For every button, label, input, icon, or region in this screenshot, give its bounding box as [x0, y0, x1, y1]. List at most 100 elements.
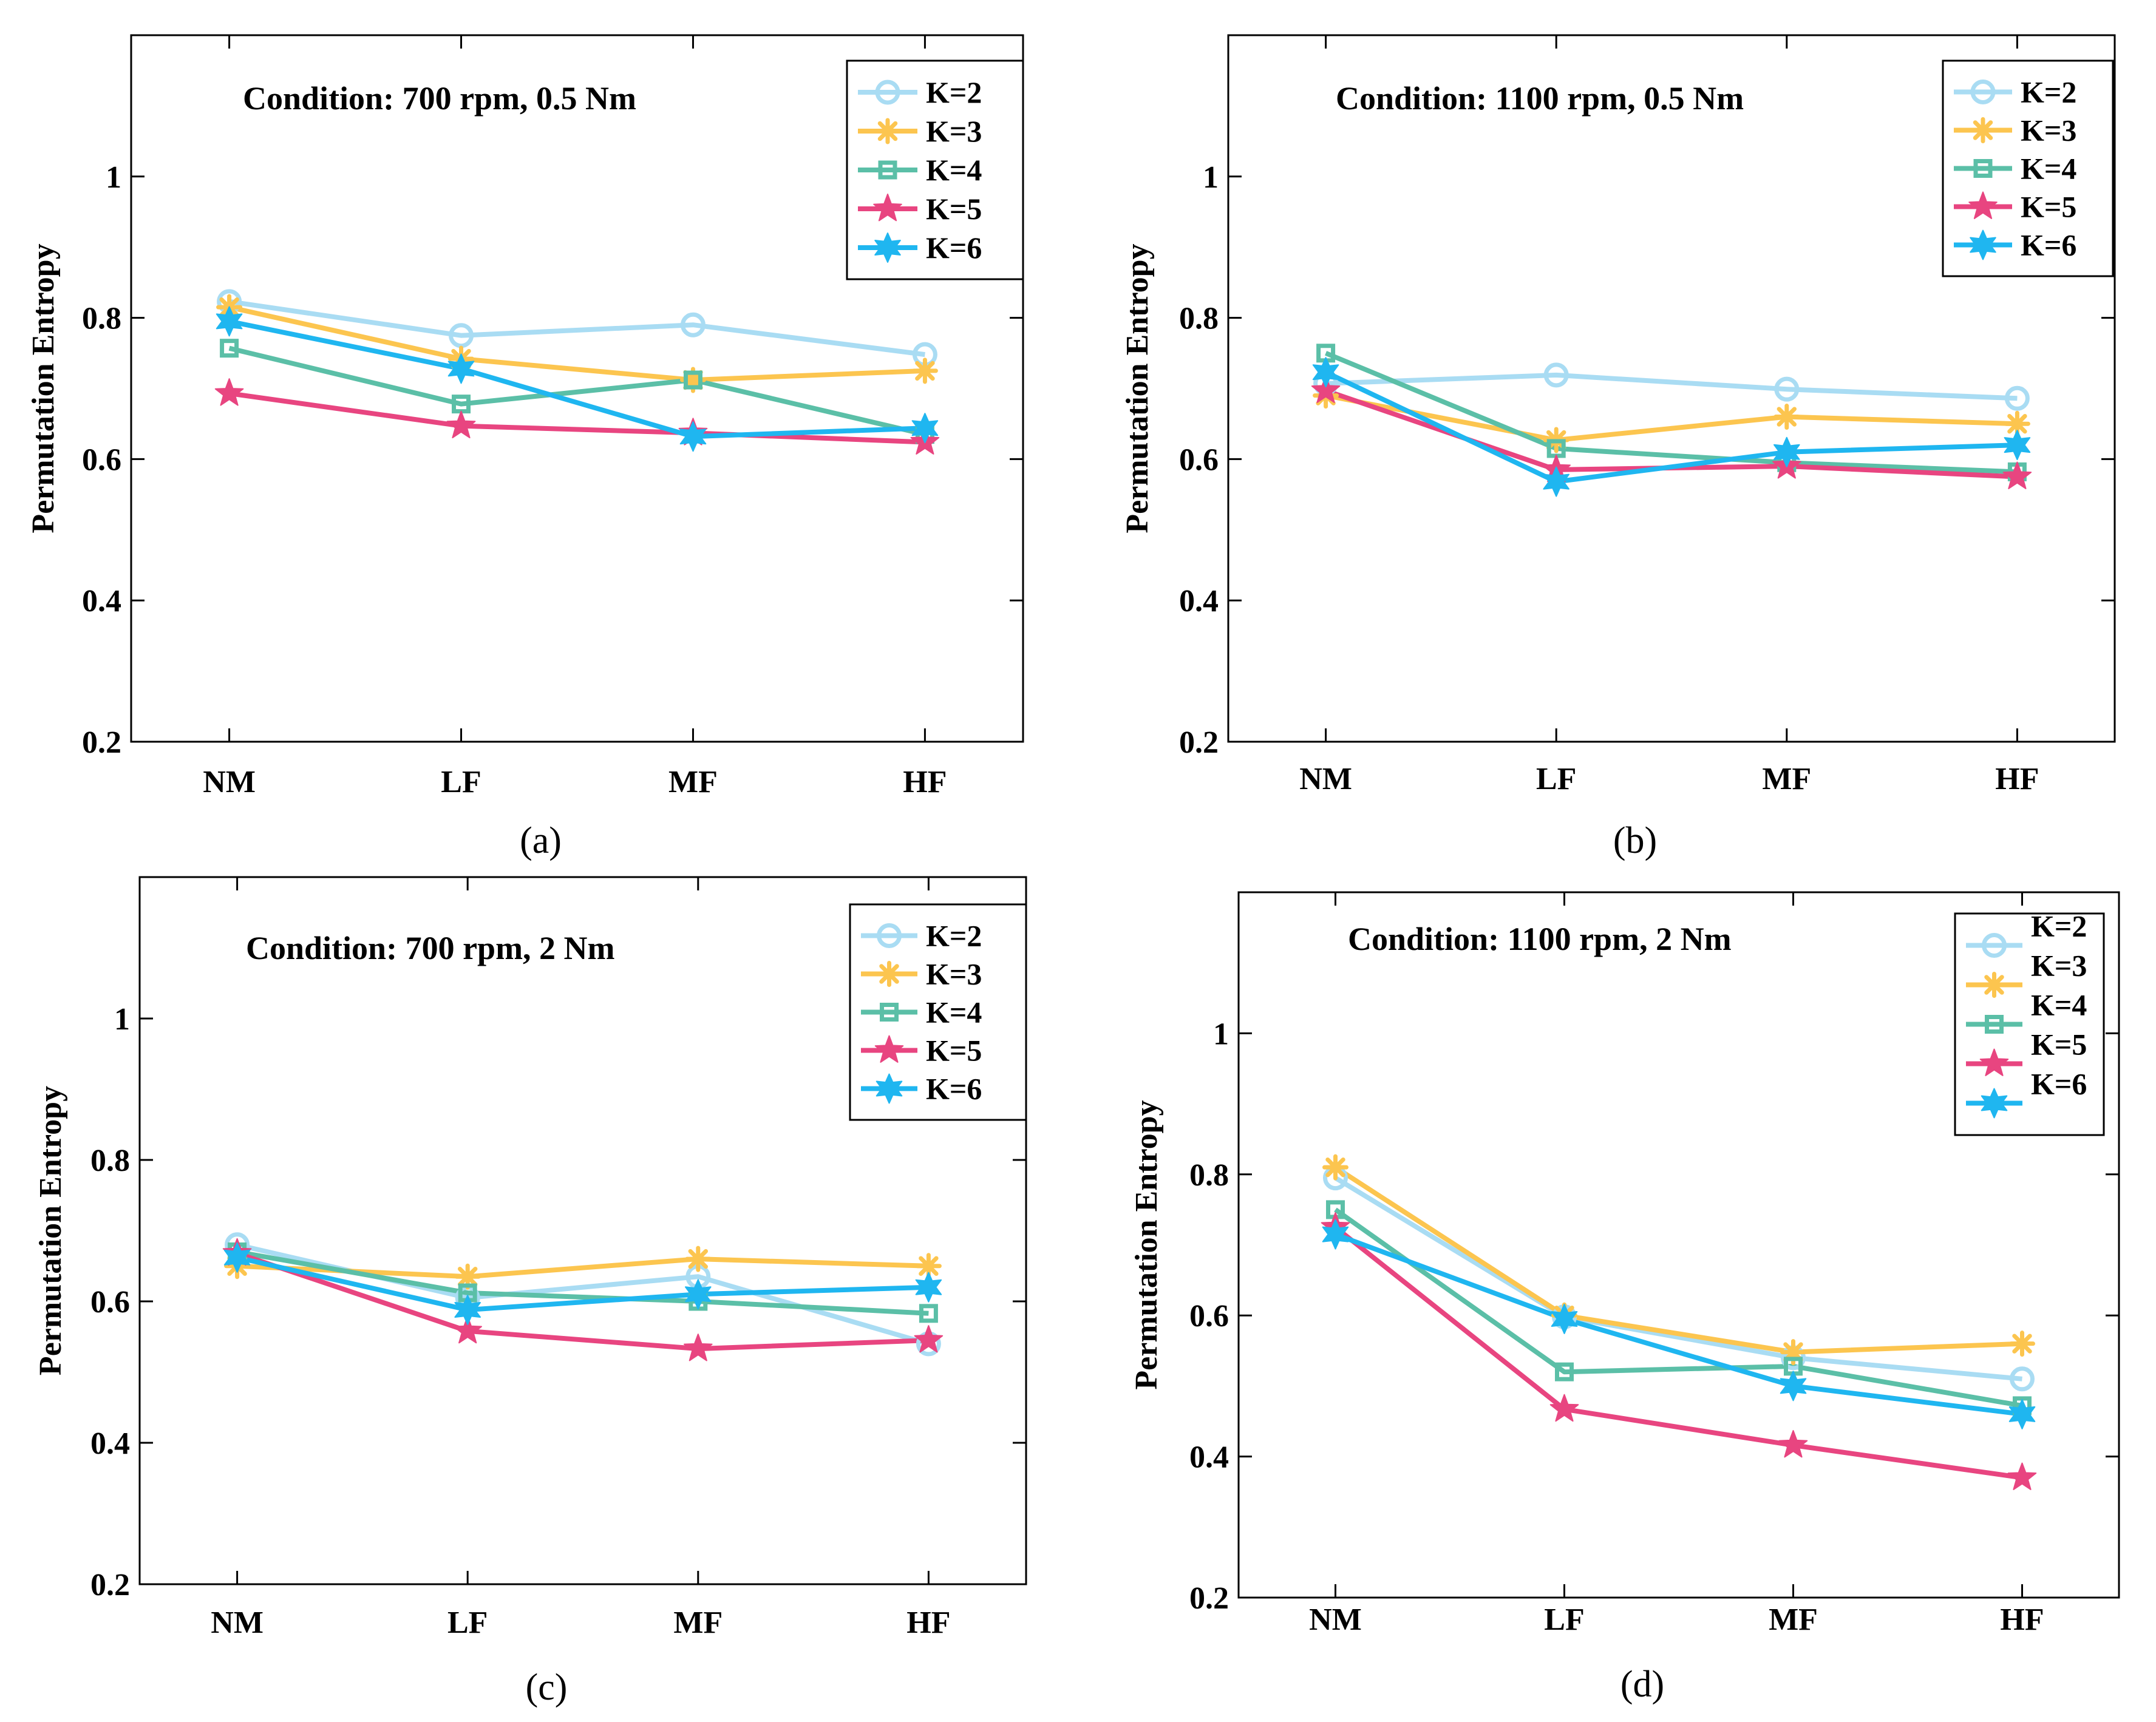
data-point	[1549, 1394, 1579, 1422]
legend-marker	[874, 232, 901, 263]
x-tick-label: HF	[1995, 762, 2039, 796]
legend-label: K=5	[926, 1034, 982, 1068]
series-line	[228, 345, 926, 437]
data-point	[680, 312, 706, 337]
legend: K=2 K=3 K=4 K=5 K=6	[1942, 59, 2114, 277]
series-line	[1335, 1232, 2022, 1417]
data-point	[1774, 376, 1800, 402]
panel-label: (d)	[1620, 1664, 1664, 1705]
chart-panel: 0.2 0.4 0.6 0.8 1 NM LF MF HF Permutation Entropy…	[1129, 891, 2120, 1705]
x-tick-label: LF	[441, 765, 481, 799]
y-tick-label: 1	[114, 1002, 130, 1037]
legend: K=2 K=3 K=4 K=5 K=6	[849, 903, 1027, 1121]
data-point	[2008, 1398, 2036, 1429]
series-line	[1334, 1165, 2022, 1355]
data-point	[1322, 1154, 1348, 1181]
series-line	[236, 1242, 930, 1346]
legend-label: K=5	[926, 192, 982, 226]
y-tick-label: 0.6	[1189, 1299, 1229, 1334]
data-point	[911, 413, 939, 444]
legend-marker	[874, 1035, 904, 1063]
data-point	[1543, 466, 1569, 497]
y-tick-label: 0.8	[1189, 1158, 1229, 1193]
legend-marker	[1979, 1048, 2009, 1076]
y-axis-title: Permutation Entropy	[26, 243, 61, 533]
legend-label: K=3	[926, 114, 982, 148]
data-point	[683, 370, 702, 390]
y-tick-label: 1	[106, 160, 121, 195]
series-line	[228, 319, 925, 439]
chart-panel: 0.2 0.4 0.6 0.8 1 NM LF MF HF Permutation Entropy…	[33, 876, 1027, 1708]
panel-label: (c)	[526, 1667, 568, 1708]
x-tick-label: HF	[903, 765, 947, 799]
data-point	[1780, 1339, 1806, 1366]
data-point	[1543, 362, 1569, 388]
legend-label: K=2	[926, 919, 982, 953]
x-tick-label: MF	[1762, 762, 1811, 796]
data-point	[1780, 1371, 1807, 1402]
data-point	[1555, 1362, 1574, 1381]
chart-title: Condition: 1100 rpm, 2 Nm	[1348, 921, 1732, 957]
y-tick-label: 0.6	[90, 1285, 130, 1320]
panel-label: (b)	[1613, 820, 1657, 861]
legend-marker	[880, 1003, 899, 1022]
series-line	[229, 299, 925, 358]
x-tick-label: LF	[1544, 1602, 1584, 1637]
data-point	[220, 339, 239, 358]
legend-marker	[1973, 159, 1993, 178]
series-line	[1324, 370, 2018, 484]
legend-label: K=3	[2021, 114, 2076, 147]
x-tick-label: LF	[447, 1605, 488, 1640]
plot-frame	[130, 34, 1024, 743]
series-line	[1325, 351, 2018, 475]
legend-label: K=5	[2031, 1028, 2087, 1062]
x-tick-label: NM	[1299, 762, 1352, 796]
panel-label: (a)	[520, 820, 562, 861]
y-tick-label: 0.2	[1189, 1581, 1229, 1616]
y-axis-title: Permutation Entropy	[1129, 1100, 1164, 1389]
series-line	[1325, 372, 2018, 401]
y-tick-label: 0.6	[82, 442, 121, 477]
legend-label: K=6	[926, 231, 982, 265]
legend-label: K=6	[2031, 1067, 2087, 1101]
legend-label: K=6	[926, 1072, 982, 1106]
legend-marker	[873, 194, 902, 222]
legend-label: K=3	[2031, 949, 2087, 983]
legend-marker	[874, 118, 901, 144]
legend-label: K=2	[2031, 909, 2087, 943]
y-tick-label: 0.8	[1179, 302, 1219, 336]
legend-marker	[875, 80, 900, 105]
y-tick-label: 0.4	[1179, 584, 1219, 619]
y-tick-label: 0.4	[82, 584, 121, 619]
data-point	[679, 421, 707, 452]
y-tick-label: 0.4	[90, 1426, 130, 1461]
x-tick-label: MF	[673, 1605, 723, 1640]
data-point	[1778, 1430, 1808, 1458]
data-point	[2010, 1366, 2035, 1392]
data-point	[679, 367, 706, 393]
series-line	[236, 1255, 929, 1312]
legend-marker	[1981, 1088, 2008, 1119]
chart-title: Condition: 700 rpm, 0.5 Nm	[243, 80, 636, 117]
data-point	[2009, 1330, 2035, 1357]
y-tick-label: 1	[1203, 160, 1219, 195]
legend-label: K=4	[2031, 988, 2087, 1022]
data-point	[453, 1315, 482, 1344]
data-point	[1773, 436, 1800, 467]
x-tick-label: NM	[1309, 1602, 1362, 1637]
series-line	[229, 391, 925, 445]
x-tick-label: HF	[906, 1605, 950, 1640]
data-point	[1311, 375, 1341, 403]
legend-marker	[876, 1073, 903, 1104]
chart-title: Condition: 1100 rpm, 0.5 Nm	[1336, 80, 1744, 117]
y-axis-title: Permutation Entropy	[33, 1086, 68, 1375]
data-point	[447, 353, 475, 384]
series-line	[1325, 388, 2018, 480]
data-point	[454, 1295, 481, 1325]
series-line	[1334, 1225, 2023, 1480]
legend-label: K=4	[926, 995, 982, 1029]
data-point	[1312, 357, 1339, 388]
data-point	[915, 1272, 942, 1303]
legend: K=2 K=3 K=4 K=5 K=6	[1954, 909, 2105, 1136]
legend-marker	[1970, 117, 1996, 143]
